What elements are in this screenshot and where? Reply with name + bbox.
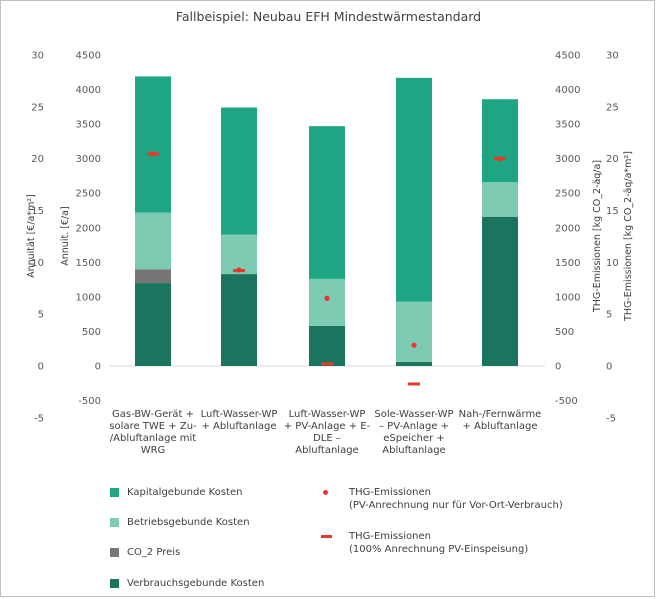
category-label: solare TWE + Zu-: [109, 421, 197, 432]
bar-betriebsgebunde-kosten: [309, 278, 345, 326]
right-outer-tick-label: 20: [606, 154, 619, 165]
left-inner-tick-label: 4000: [76, 85, 101, 96]
category-label: Nah-/Fernwärme: [459, 409, 542, 420]
legend-label: Verbrauchsgebunde Kosten: [127, 578, 265, 589]
right-outer-tick-label: 5: [606, 310, 612, 321]
legend-label: Betriebsgebunde Kosten: [127, 517, 250, 528]
right-outer-tick-label: 25: [606, 102, 619, 113]
emission-dot-marker: [497, 156, 503, 162]
category-label: Sole-Wasser-WP: [374, 409, 453, 420]
bar-verbrauchsgebunde-kosten: [482, 216, 518, 366]
category-label: + Abluftanlage: [463, 421, 538, 432]
legend-sublabel: (PV-Anrechnung nur für Vor-Ort-Verbrauch…: [349, 500, 563, 511]
bar-kapitalgebunde-kosten: [396, 77, 432, 302]
legend-label: THG-Emissionen: [349, 531, 431, 542]
right-inner-tick-label: 500: [555, 327, 574, 338]
legend-label: CO_2 Preis: [127, 547, 181, 558]
category-label: – PV-Anlage +: [379, 421, 449, 432]
bar-kapitalgebunde-kosten: [309, 126, 345, 279]
emission-dot-marker: [236, 267, 242, 273]
left-inner-tick-label: 3500: [76, 120, 101, 131]
category-label: /Abluftanlage mit: [110, 433, 197, 444]
right-outer-tick-label: 15: [606, 206, 619, 217]
bar-co-2-preis: [135, 269, 171, 284]
bar-betriebsgebunde-kosten: [135, 212, 171, 270]
right-outer-tick-label: 10: [606, 258, 619, 269]
left-inner-tick-label: 2000: [76, 223, 101, 234]
left-inner-tick-label: 500: [82, 327, 101, 338]
left-outer-tick-label: 0: [38, 362, 44, 373]
left-inner-tick-label: 1500: [76, 258, 101, 269]
left-inner-tick-label: -500: [78, 396, 101, 407]
emission-dash-marker: [408, 382, 420, 386]
right-outer-tick-label: 30: [606, 51, 619, 62]
bar-kapitalgebunde-kosten: [221, 107, 257, 235]
left-outer-tick-label: 15: [31, 206, 44, 217]
left-inner-axis-title: Annuit. [€/a]: [60, 206, 71, 265]
legend-dash-marker: [321, 535, 332, 538]
left-outer-tick-label: 10: [31, 258, 44, 269]
legend-swatch: [110, 579, 119, 588]
right-outer-tick-label: -5: [606, 413, 616, 424]
left-outer-axis-title: Annuität [€/a*m²]: [26, 194, 37, 278]
right-inner-tick-label: 2000: [555, 223, 580, 234]
legend-label: Kapitalgebunde Kosten: [127, 487, 243, 498]
emission-dot-marker: [411, 342, 417, 348]
category-label: Luft-Wasser-WP: [289, 409, 366, 420]
bar-betriebsgebunde-kosten: [396, 301, 432, 362]
category-label: + PV-Anlage + E-: [284, 421, 371, 432]
left-outer-tick-label: -5: [34, 413, 44, 424]
right-inner-tick-label: 4500: [555, 51, 580, 62]
category-label: Abluftanlage: [295, 445, 358, 456]
category-label: Gas-BW-Gerät +: [112, 409, 194, 420]
left-outer-tick-label: 20: [31, 154, 44, 165]
legend-swatch: [110, 488, 119, 497]
category-label: Abluftanlage: [382, 445, 445, 456]
category-label: Luft-Wasser-WP: [201, 409, 278, 420]
bar-verbrauchsgebunde-kosten: [396, 361, 432, 366]
chart-title: Fallbeispiel: Neubau EFH Mindestwärmesta…: [175, 9, 482, 24]
left-inner-tick-label: 2500: [76, 189, 101, 200]
right-outer-tick-label: 0: [606, 362, 612, 373]
right-inner-tick-label: 1500: [555, 258, 580, 269]
right-inner-tick-label: 4000: [555, 85, 580, 96]
bar-verbrauchsgebunde-kosten: [309, 325, 345, 366]
right-inner-tick-label: 3500: [555, 120, 580, 131]
emission-dash-marker: [321, 362, 333, 366]
bar-kapitalgebunde-kosten: [482, 99, 518, 183]
legend-swatch: [110, 518, 119, 527]
legend-swatch: [110, 548, 119, 557]
category-label: + Abluftanlage: [202, 421, 277, 432]
right-inner-tick-label: 0: [555, 362, 561, 373]
category-label: WRG: [141, 445, 166, 456]
emission-dot-marker: [324, 295, 330, 301]
right-outer-axis-title: THG-Emissionen [kg CO_2-äq/a*m²]: [623, 151, 634, 322]
bar-verbrauchsgebunde-kosten: [135, 283, 171, 366]
right-inner-axis-title: THG-Emissionen [kg CO_2-äq/a]: [592, 160, 603, 313]
left-outer-tick-label: 5: [38, 310, 44, 321]
bar-betriebsgebunde-kosten: [482, 182, 518, 217]
bar-kapitalgebunde-kosten: [135, 76, 171, 213]
right-inner-tick-label: 2500: [555, 189, 580, 200]
left-inner-tick-label: 3000: [76, 154, 101, 165]
right-inner-tick-label: 1000: [555, 292, 580, 303]
left-inner-tick-label: 4500: [76, 51, 101, 62]
left-inner-tick-label: 0: [95, 362, 101, 373]
right-inner-tick-label: 3000: [555, 154, 580, 165]
emission-dot-marker: [150, 151, 156, 157]
legend-sublabel: (100% Anrechnung PV-Einspeisung): [349, 544, 529, 555]
left-outer-tick-label: 30: [31, 51, 44, 62]
left-inner-tick-label: 1000: [76, 292, 101, 303]
bar-verbrauchsgebunde-kosten: [221, 274, 257, 366]
category-label: eSpeicher +: [383, 433, 444, 444]
legend-label: THG-Emissionen: [349, 487, 431, 498]
legend-dot-marker: [323, 490, 328, 495]
chart-canvas: 450040003500300025002000150010005000-500…: [26, 51, 634, 456]
left-outer-tick-label: 25: [31, 102, 44, 113]
right-inner-tick-label: -500: [555, 396, 578, 407]
category-label: DLE –: [313, 433, 341, 444]
